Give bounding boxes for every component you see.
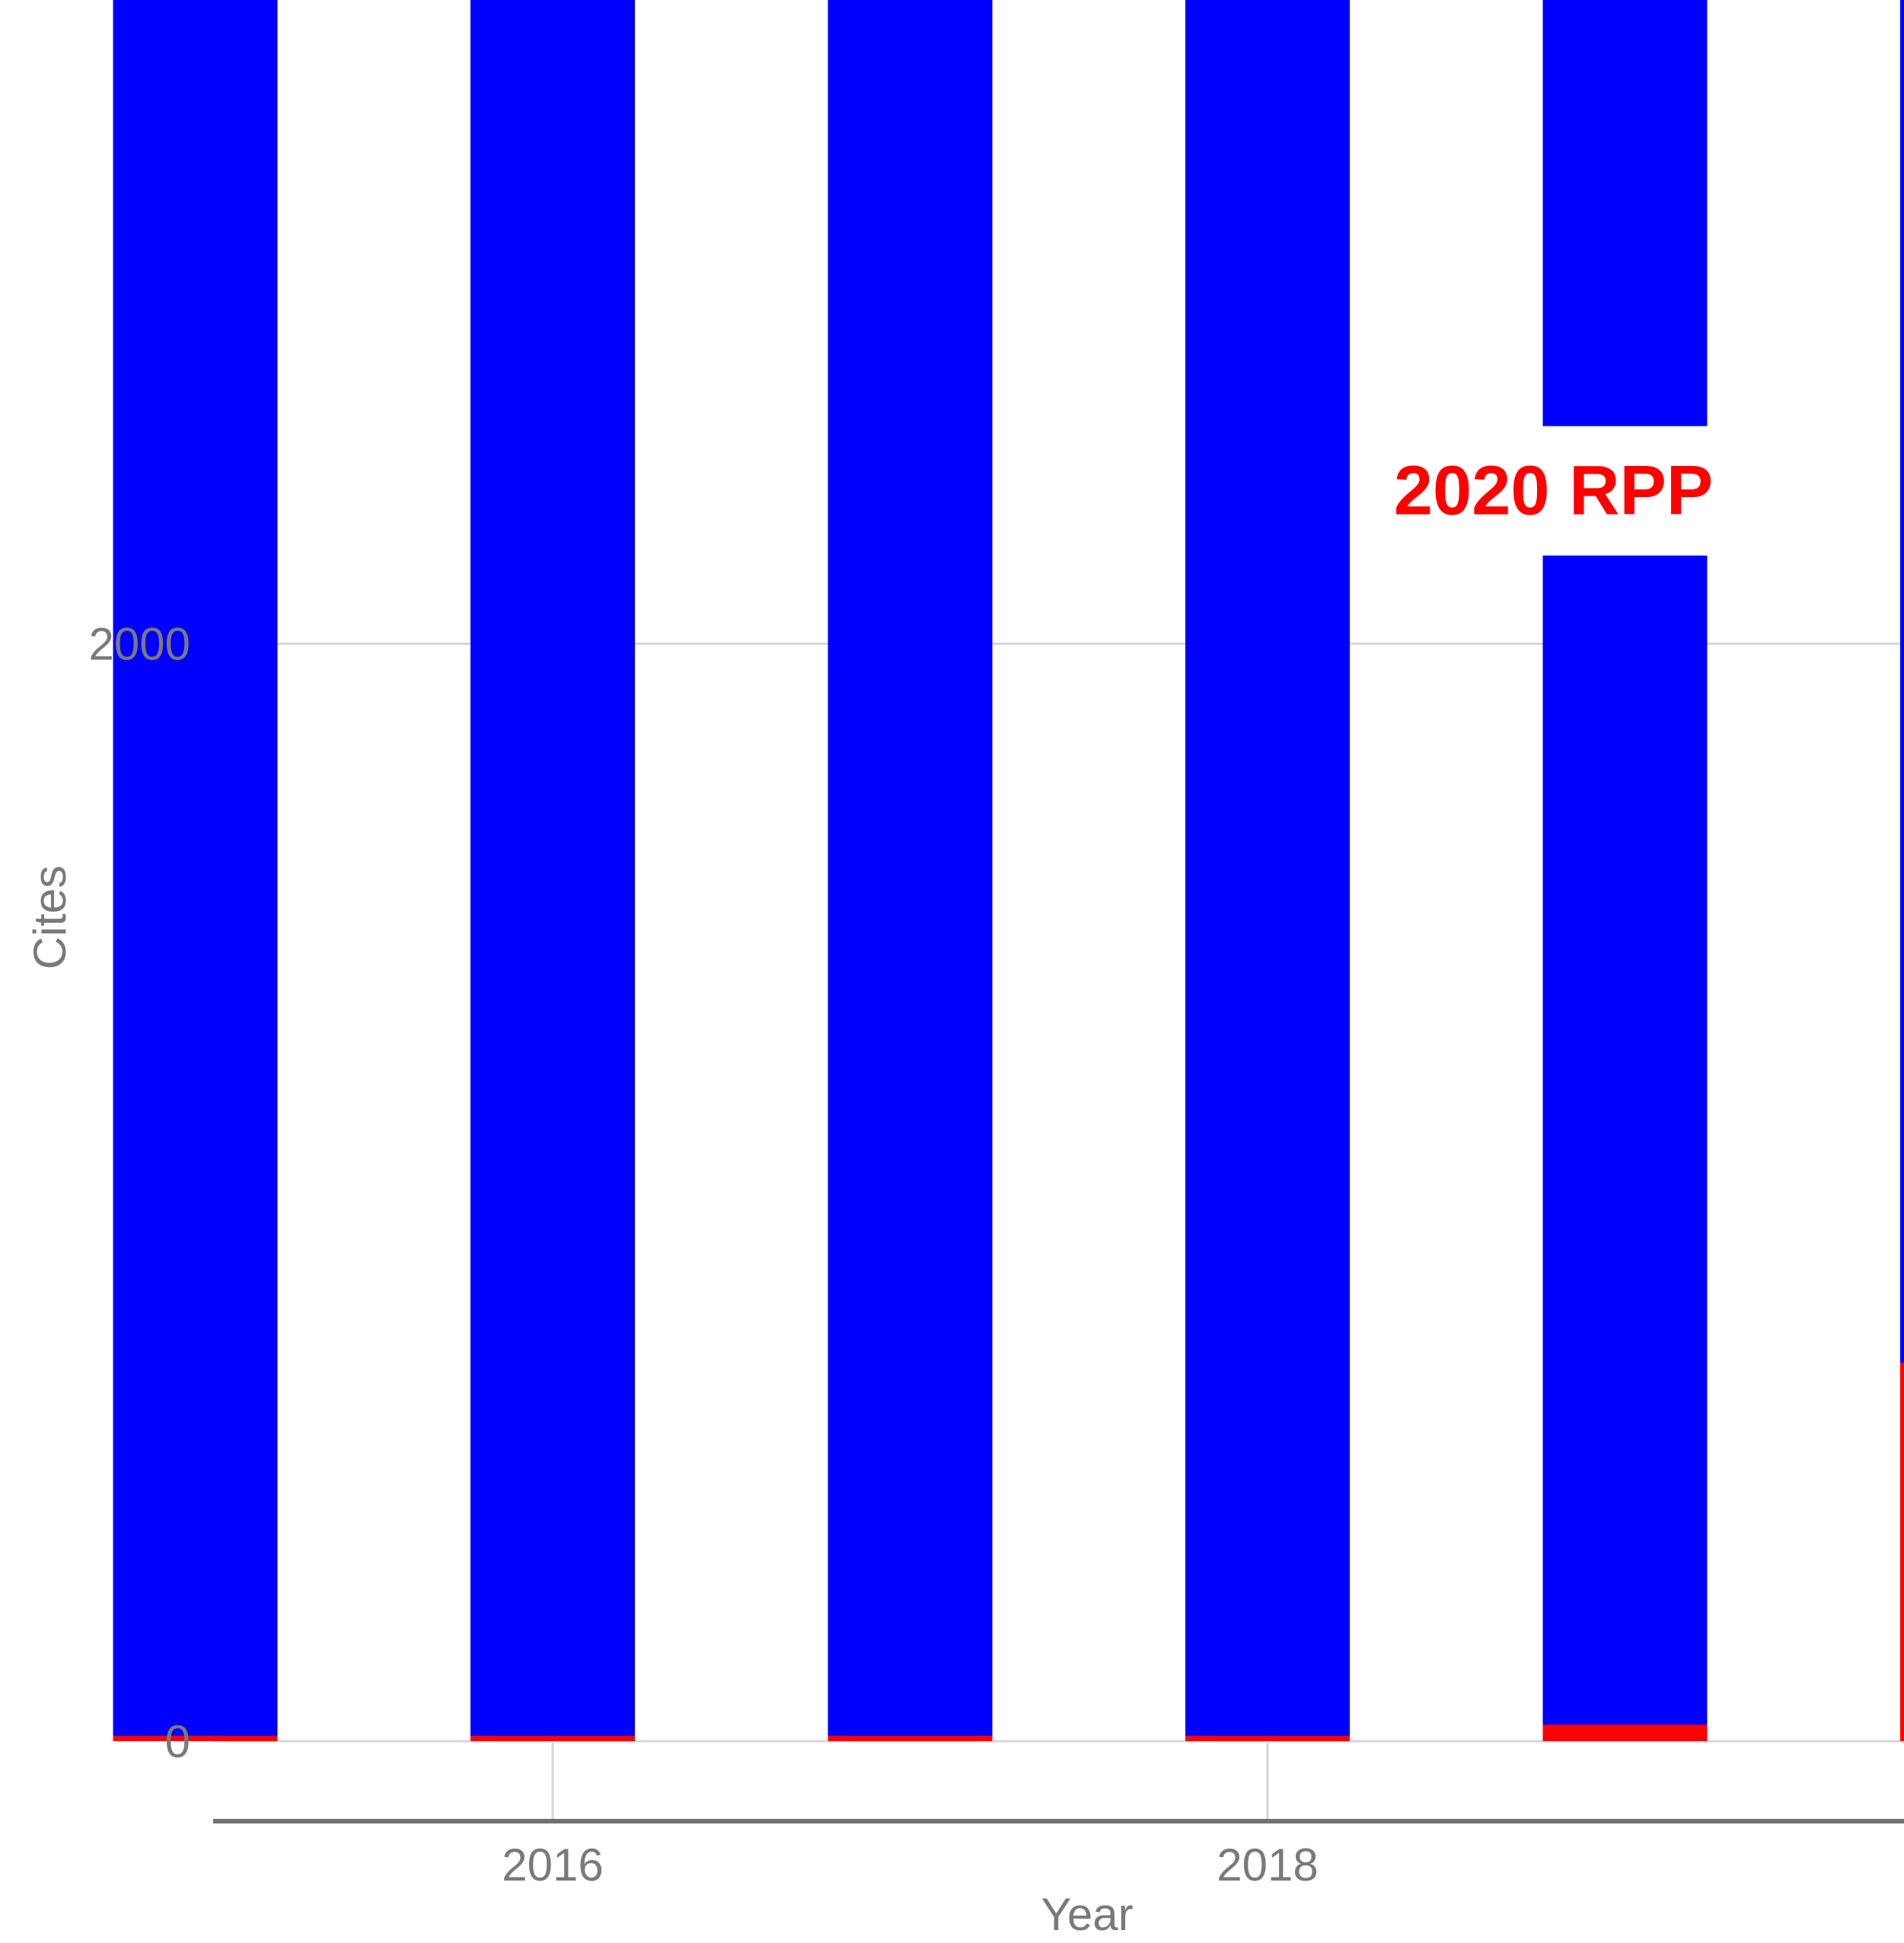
y-tick-label: 2000 — [89, 619, 190, 670]
rpp-cites-bar — [1185, 1735, 1350, 1741]
total-cites-bar — [1185, 0, 1350, 1741]
rpp-cites-bars — [113, 1362, 1904, 1741]
x-tick-label: 2018 — [1217, 1839, 1318, 1890]
label-text: 2020 RPP — [1394, 452, 1713, 530]
rpp-cites-bar — [1542, 1724, 1708, 1741]
total-cites-bar — [113, 0, 278, 1741]
y-tick-label: 0 — [165, 1716, 190, 1767]
total-cites-bar — [1900, 0, 1904, 1741]
total-cites-bars — [113, 0, 1904, 1742]
total-cites-bar — [470, 0, 635, 1742]
annotations: total cites2020 RPP — [1351, 426, 1756, 556]
label-box — [1351, 426, 1756, 556]
total-cites-bar — [1542, 0, 1708, 1741]
rpp-label: 2020 RPP — [1351, 426, 1756, 556]
x-tick-label: 2016 — [502, 1839, 603, 1890]
y-axis-title: Cites — [24, 866, 75, 970]
rpp-cites-bar — [1900, 1362, 1904, 1741]
x-axis-title: Year — [1041, 1889, 1133, 1940]
total-cites-bar — [828, 0, 993, 1741]
rpp-cites-bar — [470, 1735, 635, 1741]
x-tick-labels: 2016201820202022 — [502, 1839, 1318, 1890]
rpp-cites-bar — [828, 1735, 993, 1741]
y-tick-labels: 0200040006000 — [89, 619, 190, 1768]
rpp-cites-bar — [113, 1735, 278, 1741]
